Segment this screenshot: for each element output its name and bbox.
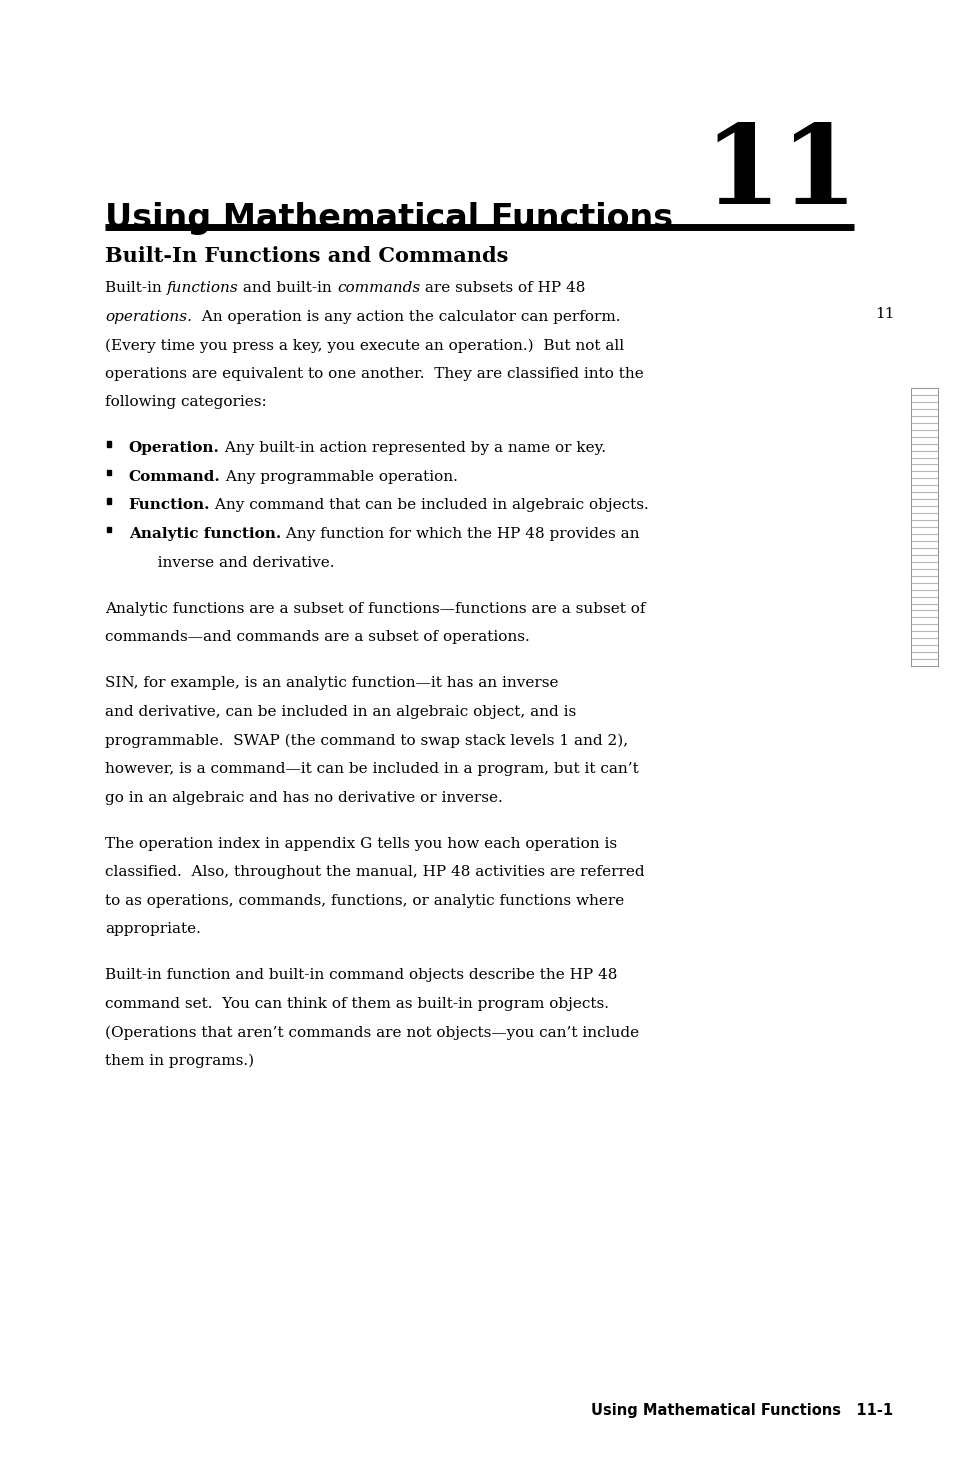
Text: functions: functions — [167, 281, 238, 296]
Text: 11: 11 — [703, 120, 858, 227]
Text: inverse and derivative.: inverse and derivative. — [143, 555, 335, 569]
Text: Any command that can be included in algebraic objects.: Any command that can be included in alge… — [210, 498, 648, 512]
Text: operations are equivalent to one another.  They are classified into the: operations are equivalent to one another… — [105, 366, 643, 381]
Text: Analytic function.: Analytic function. — [129, 527, 281, 542]
Text: commands: commands — [336, 281, 419, 296]
Text: Built-In Functions and Commands: Built-In Functions and Commands — [105, 246, 508, 266]
Text: Built-in function and built-in command objects describe the HP 48: Built-in function and built-in command o… — [105, 968, 617, 982]
Text: go in an algebraic and has no derivative or inverse.: go in an algebraic and has no derivative… — [105, 791, 502, 805]
Text: however, is a command—it can be included in a program, but it can’t: however, is a command—it can be included… — [105, 761, 638, 776]
Text: classified.  Also, throughout the manual, HP 48 activities are referred: classified. Also, throughout the manual,… — [105, 865, 644, 880]
Text: are subsets of HP 48: are subsets of HP 48 — [419, 281, 585, 296]
Text: Any built-in action represented by a name or key.: Any built-in action represented by a nam… — [219, 441, 605, 455]
Text: (Operations that aren’t commands are not objects—you can’t include: (Operations that aren’t commands are not… — [105, 1025, 639, 1039]
Text: programmable.  SWAP (the command to swap stack levels 1 and 2),: programmable. SWAP (the command to swap … — [105, 733, 627, 748]
Text: Using Mathematical Functions   11-1: Using Mathematical Functions 11-1 — [591, 1403, 893, 1417]
Text: An operation is any action the calculator can perform.: An operation is any action the calculato… — [192, 310, 619, 324]
Text: following categories:: following categories: — [105, 395, 267, 410]
Text: command set.  You can think of them as built-in program objects.: command set. You can think of them as bu… — [105, 997, 608, 1012]
Text: SIN, for example, is an analytic function—it has an inverse: SIN, for example, is an analytic functio… — [105, 676, 558, 691]
Text: The operation index in appendix G tells you how each operation is: The operation index in appendix G tells … — [105, 836, 617, 851]
Text: and built-in: and built-in — [238, 281, 336, 296]
Text: 11: 11 — [874, 307, 893, 322]
Text: Using Mathematical Functions: Using Mathematical Functions — [105, 202, 673, 236]
Text: Operation.: Operation. — [129, 441, 219, 455]
Text: Built-in: Built-in — [105, 281, 167, 296]
Text: operations.: operations. — [105, 310, 192, 324]
Text: commands—and commands are a subset of operations.: commands—and commands are a subset of op… — [105, 630, 529, 644]
Text: and derivative, can be included in an algebraic object, and is: and derivative, can be included in an al… — [105, 704, 576, 719]
Text: appropriate.: appropriate. — [105, 922, 200, 937]
Text: Any function for which the HP 48 provides an: Any function for which the HP 48 provide… — [281, 527, 639, 542]
Text: Function.: Function. — [129, 498, 210, 512]
Text: Any programmable operation.: Any programmable operation. — [220, 470, 456, 485]
Text: Analytic functions are a subset of functions—functions are a subset of: Analytic functions are a subset of funct… — [105, 602, 645, 616]
Text: them in programs.): them in programs.) — [105, 1054, 253, 1069]
Text: Command.: Command. — [129, 470, 220, 485]
Text: to as operations, commands, functions, or analytic functions where: to as operations, commands, functions, o… — [105, 893, 623, 908]
Text: (Every time you press a key, you execute an operation.)  But not all: (Every time you press a key, you execute… — [105, 338, 623, 353]
